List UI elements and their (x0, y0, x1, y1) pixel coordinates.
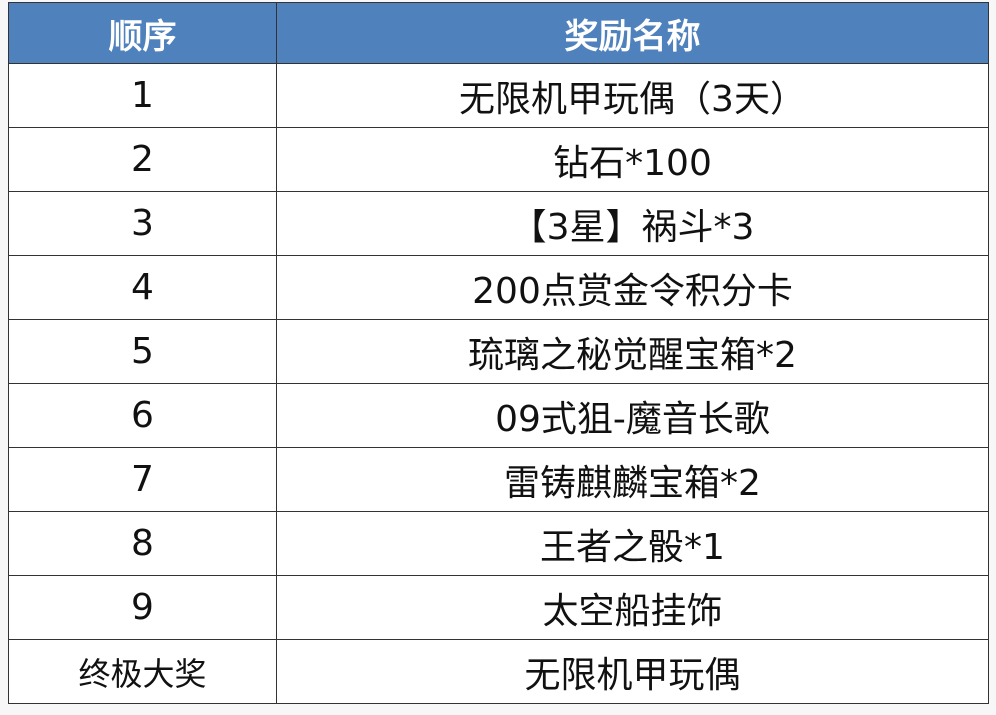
order-cell: 2 (8, 127, 277, 192)
order-cell: 8 (8, 511, 277, 576)
reward-cell: 钻石*100 (276, 127, 989, 192)
table-row: 8 王者之骰*1 (8, 511, 989, 576)
order-cell: 9 (8, 575, 277, 640)
reward-cell: 琉璃之秘觉醒宝箱*2 (276, 319, 989, 384)
reward-cell: 【3星】祸斗*3 (276, 191, 989, 256)
order-cell: 5 (8, 319, 277, 384)
table-row: 9 太空船挂饰 (8, 575, 989, 640)
order-cell: 4 (8, 255, 277, 320)
reward-cell: 雷铸麒麟宝箱*2 (276, 447, 989, 512)
reward-table: 顺序 奖励名称 1 无限机甲玩偶（3天） 2 钻石*100 3 【3星】祸斗*3 4 200点… (8, 2, 989, 704)
table-row: 7 雷铸麒麟宝箱*2 (8, 447, 989, 512)
table-row: 终极大奖 无限机甲玩偶 (8, 639, 989, 704)
reward-cell: 200点赏金令积分卡 (276, 255, 989, 320)
header-order: 顺序 (8, 2, 277, 64)
table-row: 4 200点赏金令积分卡 (8, 255, 989, 320)
reward-cell: 太空船挂饰 (276, 575, 989, 640)
table-row: 5 琉璃之秘觉醒宝箱*2 (8, 319, 989, 384)
order-cell: 终极大奖 (8, 639, 277, 704)
reward-cell: 09式狙-魔音长歌 (276, 383, 989, 448)
table-row: 2 钻石*100 (8, 127, 989, 192)
table-row: 6 09式狙-魔音长歌 (8, 383, 989, 448)
order-cell: 6 (8, 383, 277, 448)
header-reward-name: 奖励名称 (276, 2, 989, 64)
table-header-row: 顺序 奖励名称 (8, 2, 989, 64)
table-row: 3 【3星】祸斗*3 (8, 191, 989, 256)
reward-cell: 王者之骰*1 (276, 511, 989, 576)
table-row: 1 无限机甲玩偶（3天） (8, 63, 989, 128)
order-cell: 3 (8, 191, 277, 256)
order-cell: 1 (8, 63, 277, 128)
order-cell: 7 (8, 447, 277, 512)
reward-cell: 无限机甲玩偶（3天） (276, 63, 989, 128)
reward-cell: 无限机甲玩偶 (276, 639, 989, 704)
